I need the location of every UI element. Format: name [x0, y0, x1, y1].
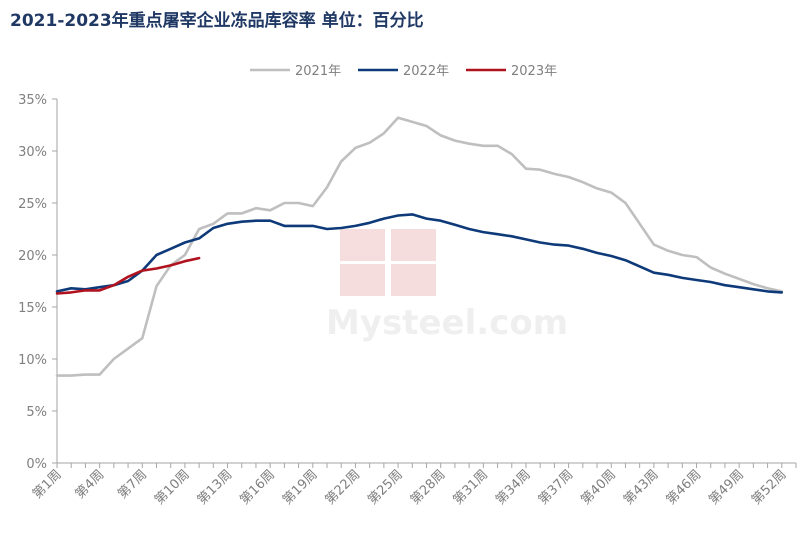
series-line-3 [55, 256, 201, 295]
y-tick-label: 5% [26, 405, 47, 420]
series-line-2 [55, 213, 784, 294]
y-tick-label: 25% [18, 197, 47, 212]
x-tick-label: 第52周 [749, 467, 790, 508]
watermark-logo-block [391, 264, 436, 296]
watermark: Mysteel.com [326, 229, 568, 343]
x-tick-label: 第13周 [195, 467, 236, 508]
x-tick-label: 第37周 [536, 467, 577, 508]
watermark-logo-block [340, 264, 385, 296]
x-tick-label: 第43周 [621, 467, 662, 508]
watermark-logo-block [340, 229, 385, 261]
watermark-logo-block [391, 229, 436, 261]
x-tick-label: 第40周 [578, 467, 619, 508]
x-tick-label: 第49周 [706, 467, 747, 508]
x-tick-label: 第10周 [152, 467, 193, 508]
y-tick-label: 35% [18, 93, 47, 108]
chart-title: 2021-2023年重点屠宰企业冻品库容率 单位：百分比 [10, 11, 424, 31]
y-tick-label: 0% [26, 457, 47, 472]
y-tick-label: 30% [18, 145, 47, 160]
y-axis-ticks: 0% 5% 10% 15% 20% 25% 30% 35% [18, 93, 57, 472]
x-tick-label: 第31周 [450, 467, 491, 508]
x-tick-label: 第22周 [323, 467, 364, 508]
legend: 2021年 2022年 2023年 [250, 64, 557, 79]
x-tick-label: 第7周 [115, 467, 150, 502]
x-tick-label: 第25周 [365, 467, 406, 508]
x-tick-label: 第16周 [237, 467, 278, 508]
series-lines [55, 116, 784, 377]
series-line-1 [55, 116, 784, 377]
x-axis-ticks: 第1周 第4周 第7周 第10周 第13周 第16周 第19周 第22周 第25周 第28周 第31… [30, 463, 797, 508]
legend-label-1: 2021年 [295, 64, 341, 79]
x-tick-label: 第34周 [493, 467, 534, 508]
x-tick-label: 第1周 [30, 467, 65, 502]
x-tick-label: 第4周 [73, 467, 108, 502]
watermark-brand-text: Mysteel.com [326, 303, 568, 343]
legend-label-2: 2022年 [403, 64, 449, 79]
y-tick-label: 15% [18, 301, 47, 316]
x-tick-label: 第19周 [280, 467, 321, 508]
x-tick-label: 第28周 [408, 467, 449, 508]
legend-label-3: 2023年 [511, 64, 557, 79]
y-tick-label: 20% [18, 249, 47, 264]
y-tick-label: 10% [18, 353, 47, 368]
x-tick-label: 第46周 [664, 467, 705, 508]
